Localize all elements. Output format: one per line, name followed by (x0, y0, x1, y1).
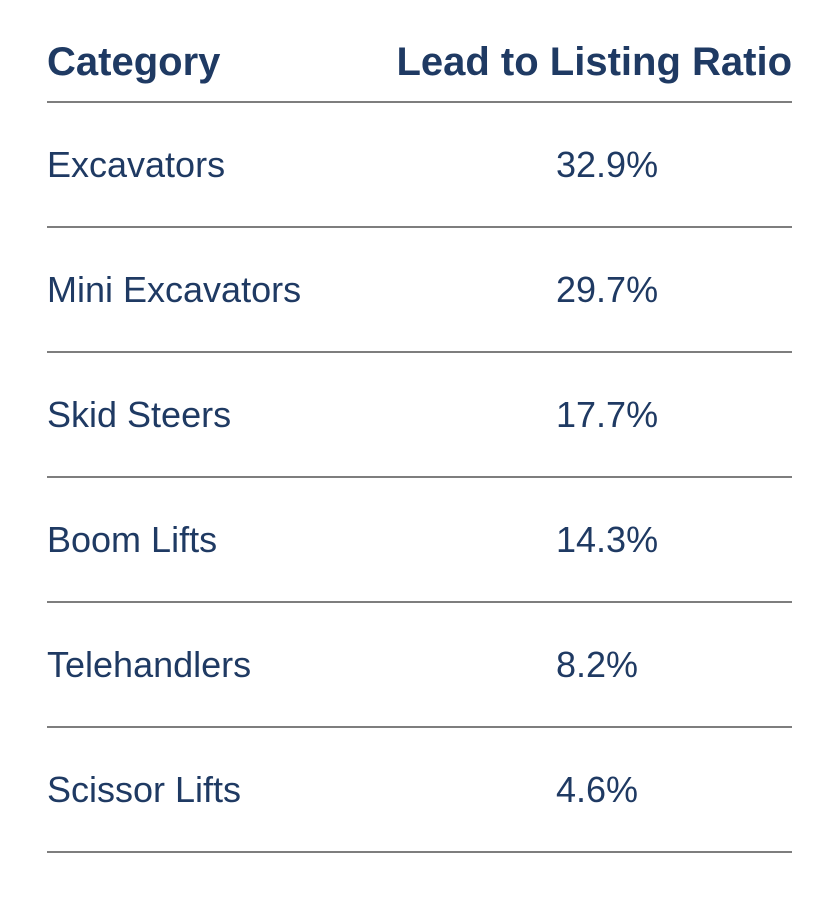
table-row: Telehandlers 8.2% (47, 603, 792, 728)
table-row: Scissor Lifts 4.6% (47, 728, 792, 853)
category-cell: Skid Steers (47, 393, 232, 435)
ratio-cell: 8.2% (556, 643, 639, 685)
lead-to-listing-ratio-table: Category Lead to Listing Ratio Excavator… (47, 0, 792, 853)
ratio-cell: 17.7% (556, 393, 659, 435)
ratio-cell: 14.3% (556, 518, 659, 560)
table-row: Skid Steers 17.7% (47, 353, 792, 478)
category-cell: Mini Excavators (47, 268, 302, 310)
column-header-lead-to-listing-ratio: Lead to Listing Ratio (396, 40, 792, 84)
category-cell: Excavators (47, 143, 226, 185)
ratio-cell: 29.7% (556, 268, 659, 310)
category-cell: Scissor Lifts (47, 768, 242, 810)
ratio-cell: 32.9% (556, 143, 659, 185)
category-cell: Boom Lifts (47, 518, 218, 560)
table-row: Boom Lifts 14.3% (47, 478, 792, 603)
table-row: Mini Excavators 29.7% (47, 228, 792, 353)
table-row: Excavators 32.9% (47, 103, 792, 228)
table-header-row: Category Lead to Listing Ratio (47, 0, 792, 103)
column-header-category: Category (47, 40, 221, 84)
ratio-cell: 4.6% (556, 768, 639, 810)
category-cell: Telehandlers (47, 643, 252, 685)
